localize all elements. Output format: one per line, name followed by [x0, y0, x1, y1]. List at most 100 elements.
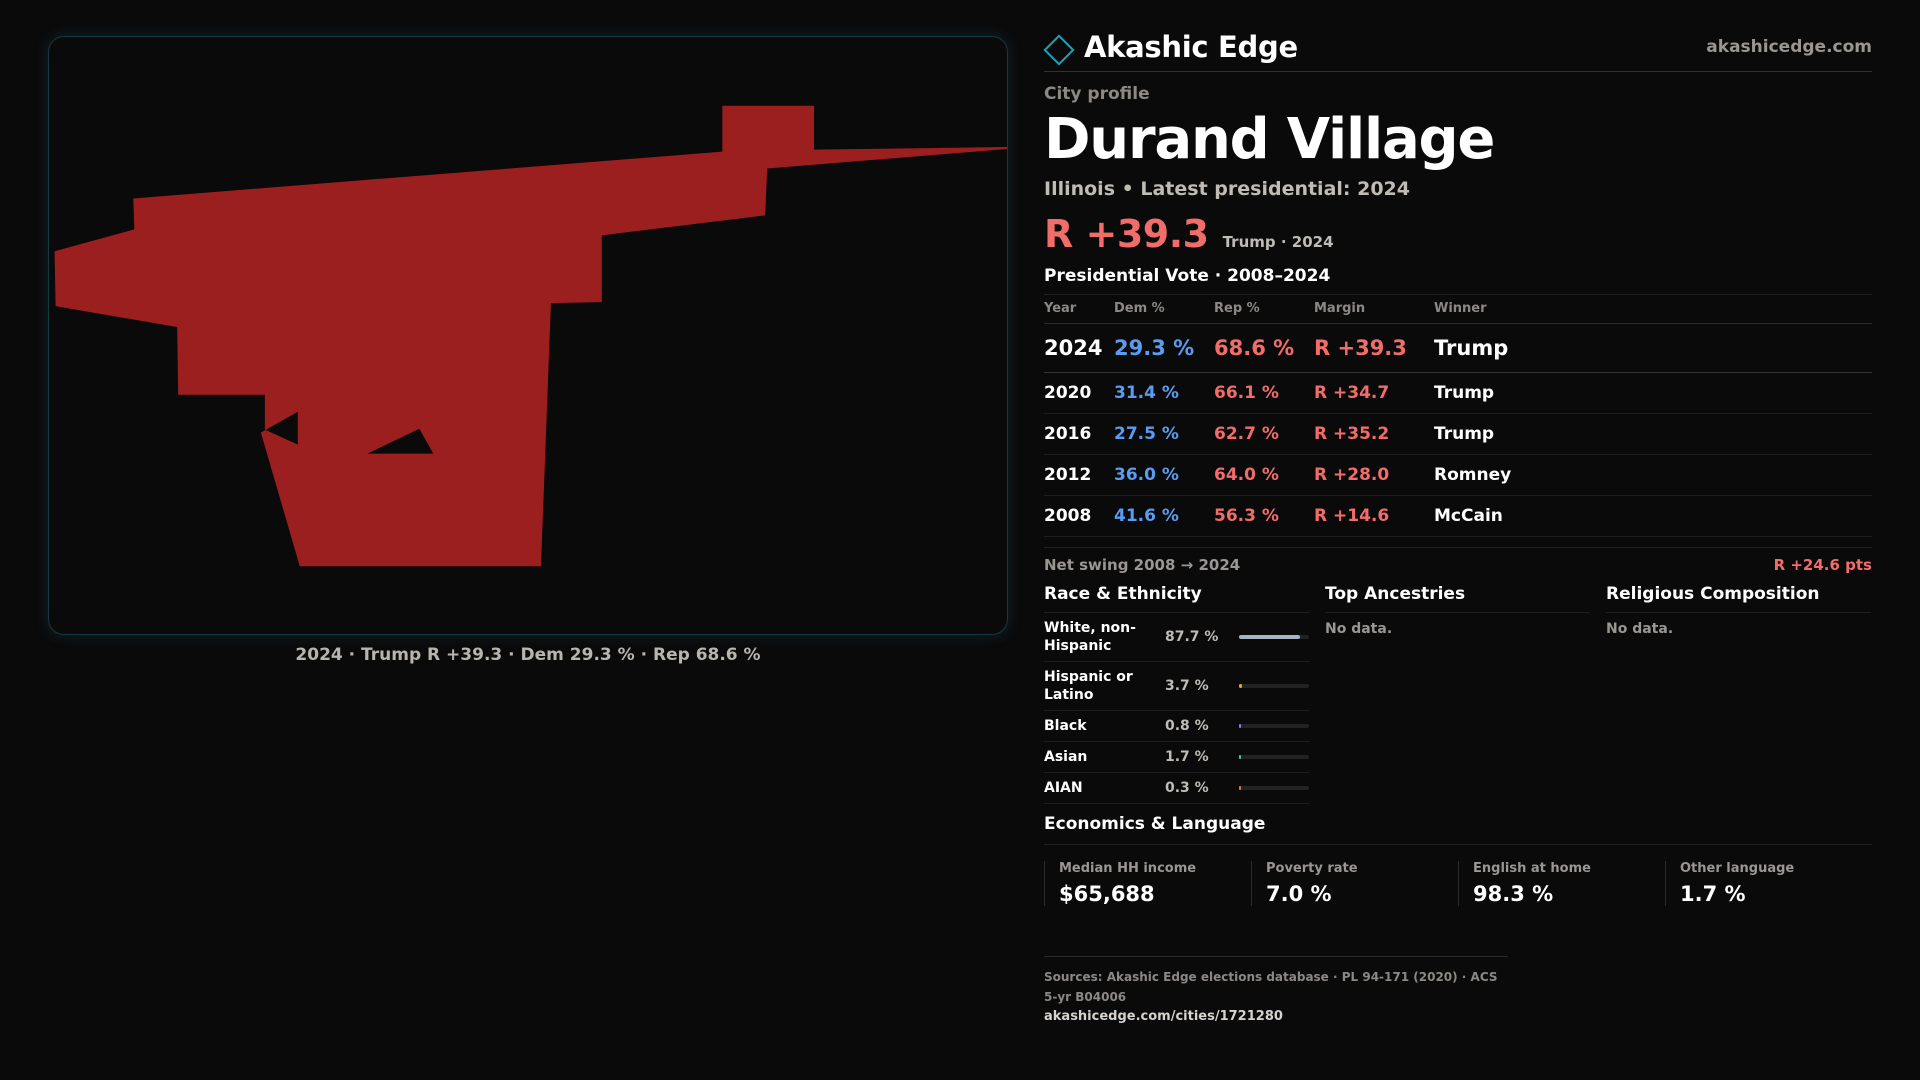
- winner-cell: McCain: [1434, 495, 1872, 537]
- race-bar-fill: [1239, 755, 1241, 759]
- race-name: AIAN: [1044, 780, 1083, 796]
- race-bar-fill: [1239, 786, 1241, 790]
- religion-empty: No data.: [1606, 621, 1674, 637]
- page-subtitle: Illinois • Latest presidential: 2024: [1044, 178, 1411, 200]
- sources-footer: Sources: Akashic Edge elections database…: [1044, 956, 1508, 1027]
- table-row: 2020 31.4 % 66.1 % R +34.7 Trump: [1044, 372, 1872, 414]
- stat-label: Median HH income: [1059, 861, 1197, 876]
- stat-card: English at home 98.3 %: [1458, 861, 1665, 906]
- race-pct: 0.3 %: [1165, 780, 1209, 796]
- list-item: Black 0.8 %: [1044, 711, 1309, 742]
- map-caption: 2024 · Trump R +39.3 · Dem 29.3 % · Rep …: [295, 645, 761, 665]
- stat-value: 7.0 %: [1266, 882, 1332, 906]
- stat-label: Poverty rate: [1266, 861, 1358, 876]
- winner-cell: Trump: [1434, 413, 1872, 455]
- race-bar-fill: [1239, 684, 1242, 688]
- rep-cell: 56.3 %: [1214, 495, 1314, 537]
- dem-cell: 29.3 %: [1114, 323, 1214, 373]
- stat-label: Other language: [1680, 861, 1795, 876]
- table-row: 2012 36.0 % 64.0 % R +28.0 Romney: [1044, 454, 1872, 496]
- race-pct: 0.8 %: [1165, 718, 1209, 734]
- race-bar: [1239, 755, 1309, 759]
- year-cell: 2016: [1044, 413, 1114, 455]
- ancestries-section: Top Ancestries No data.: [1325, 584, 1590, 804]
- col-header-margin: Margin: [1314, 295, 1434, 324]
- economics-section-title: Economics & Language: [1044, 814, 1872, 845]
- rep-cell: 64.0 %: [1214, 454, 1314, 496]
- rep-cell: 66.1 %: [1214, 372, 1314, 414]
- demographics-row: Race & Ethnicity White, non-Hispanic 87.…: [1044, 584, 1872, 804]
- city-permalink[interactable]: akashicedge.com/cities/1721280: [1044, 1009, 1283, 1024]
- winner-cell: Trump: [1434, 372, 1872, 414]
- winner-cell: Trump: [1434, 323, 1872, 373]
- race-bar: [1239, 786, 1309, 790]
- latest-margin-value: R +39.3: [1044, 212, 1209, 256]
- race-name: Hispanic or Latino: [1044, 669, 1133, 703]
- sources-text: Sources: Akashic Edge elections database…: [1044, 970, 1498, 1004]
- year-cell: 2008: [1044, 495, 1114, 537]
- stat-value: 1.7 %: [1680, 882, 1746, 906]
- rep-cell: 62.7 %: [1214, 413, 1314, 455]
- list-item: Asian 1.7 %: [1044, 742, 1309, 773]
- col-header-winner: Winner: [1434, 295, 1872, 324]
- brand-name: Akashic Edge: [1084, 29, 1298, 64]
- col-header-dem: Dem %: [1114, 295, 1214, 324]
- race-name: White, non-Hispanic: [1044, 620, 1136, 654]
- col-header-year: Year: [1044, 295, 1114, 324]
- race-pct: 87.7 %: [1165, 629, 1219, 645]
- net-swing: Net swing 2008 → 2024 R +24.6 pts: [1044, 547, 1872, 574]
- brand[interactable]: Akashic Edge: [1043, 29, 1298, 66]
- presidential-section-title: Presidential Vote · 2008–2024: [1044, 266, 1872, 295]
- race-bar: [1239, 635, 1309, 639]
- stat-card: Other language 1.7 %: [1665, 861, 1872, 906]
- margin-cell: R +14.6: [1314, 495, 1434, 537]
- dem-cell: 41.6 %: [1114, 495, 1214, 537]
- list-item: AIAN 0.3 %: [1044, 773, 1309, 804]
- race-pct: 1.7 %: [1165, 749, 1209, 765]
- latest-margin-note: Trump · 2024: [1222, 233, 1334, 251]
- brand-header: Akashic Edge akashicedge.com: [1043, 28, 1872, 72]
- net-swing-label: Net swing 2008 → 2024: [1044, 556, 1241, 574]
- table-row: 2024 29.3 % 68.6 % R +39.3 Trump: [1044, 323, 1872, 373]
- dem-cell: 31.4 %: [1114, 372, 1214, 414]
- race-bar-fill: [1239, 724, 1241, 728]
- city-boundary-map[interactable]: [48, 36, 1008, 635]
- race-bar: [1239, 684, 1309, 688]
- margin-cell: R +35.2: [1314, 413, 1434, 455]
- year-cell: 2024: [1044, 323, 1114, 373]
- list-item: Hispanic or Latino 3.7 %: [1044, 662, 1309, 711]
- brand-url-link[interactable]: akashicedge.com: [1706, 36, 1872, 57]
- race-list: White, non-Hispanic 87.7 % Hispanic or L…: [1044, 613, 1309, 804]
- stat-value: 98.3 %: [1473, 882, 1554, 906]
- stat-value: $65,688: [1059, 882, 1155, 906]
- page-kicker: City profile: [1044, 84, 1150, 104]
- race-bar-fill: [1239, 635, 1301, 639]
- race-name: Asian: [1044, 749, 1088, 765]
- race-name: Black: [1044, 718, 1087, 734]
- list-item: White, non-Hispanic 87.7 %: [1044, 613, 1309, 662]
- stat-label: English at home: [1473, 861, 1591, 876]
- margin-cell: R +28.0: [1314, 454, 1434, 496]
- dem-cell: 27.5 %: [1114, 413, 1214, 455]
- ancestries-empty: No data.: [1325, 621, 1393, 637]
- presidential-table: Year Dem % Rep % Margin Winner 2024 29.3…: [1044, 295, 1872, 537]
- margin-cell: R +34.7: [1314, 372, 1434, 414]
- race-bar: [1239, 724, 1309, 728]
- latest-margin: R +39.3 Trump · 2024: [1044, 212, 1872, 256]
- table-header-row: Year Dem % Rep % Margin Winner: [1044, 295, 1872, 324]
- margin-cell: R +39.3: [1314, 323, 1434, 373]
- economics-cards: Median HH income $65,688 Poverty rate 7.…: [1044, 861, 1872, 906]
- stat-card: Median HH income $65,688: [1044, 861, 1251, 906]
- rep-cell: 68.6 %: [1214, 323, 1314, 373]
- race-pct: 3.7 %: [1165, 678, 1209, 694]
- col-header-rep: Rep %: [1214, 295, 1314, 324]
- table-row: 2008 41.6 % 56.3 % R +14.6 McCain: [1044, 495, 1872, 537]
- winner-cell: Romney: [1434, 454, 1872, 496]
- city-boundary-shape: [54, 105, 1007, 567]
- dem-cell: 36.0 %: [1114, 454, 1214, 496]
- page-title: Durand Village: [1044, 107, 1495, 172]
- city-boundary-svg: [54, 105, 1007, 567]
- race-ethnicity-section: Race & Ethnicity White, non-Hispanic 87.…: [1044, 584, 1309, 804]
- race-section-title: Race & Ethnicity: [1044, 584, 1309, 613]
- ancestries-section-title: Top Ancestries: [1325, 584, 1590, 613]
